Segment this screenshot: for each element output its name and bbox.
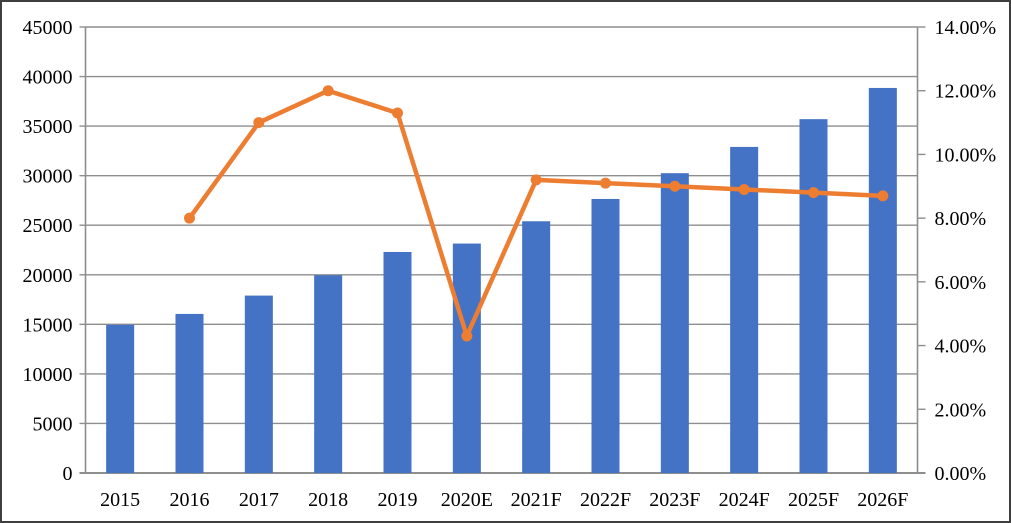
left-axis-labels: 0 5000 10000 15000 20000 25000 30000 35000 40000… xyxy=(23,17,73,485)
line-marker-2019 xyxy=(392,107,403,119)
gridlines xyxy=(85,26,918,425)
axes xyxy=(79,26,926,474)
x-axis-label-2022F: 2022F xyxy=(580,489,631,511)
bar-2021F xyxy=(522,221,551,473)
x-axis-label-2024F: 2024F xyxy=(719,489,770,511)
right-axis-tick-label: 0.00% xyxy=(935,463,987,485)
right-axis-tick-label: 6.00% xyxy=(935,272,987,294)
bar-2022F xyxy=(591,198,620,474)
bar-2018 xyxy=(314,275,343,473)
x-axis-label-2023F: 2023F xyxy=(649,489,700,511)
x-axis-labels: 2015 2016 2017 2018 2019 2020E 2021F 2022F 2023F… xyxy=(100,489,908,511)
right-axis-tick-label: 12.00% xyxy=(935,81,997,103)
left-axis-tick-label: 15000 xyxy=(23,314,73,336)
bar-2016 xyxy=(175,313,204,473)
line-marker-2016 xyxy=(184,212,195,224)
bar-2023F xyxy=(660,173,689,473)
bar-2015 xyxy=(106,324,135,473)
left-axis-tick-label: 25000 xyxy=(23,215,73,237)
line-series xyxy=(184,85,889,342)
left-axis-tick-label: 20000 xyxy=(23,265,73,287)
right-axis-tick-label: 14.00% xyxy=(935,17,997,39)
left-axis-tick-label: 45000 xyxy=(23,17,73,39)
left-axis-tick-label: 10000 xyxy=(23,364,73,386)
x-axis-label-2025F: 2025F xyxy=(788,489,839,511)
line-marker-2025F xyxy=(808,187,819,199)
left-axis-tick-label: 40000 xyxy=(23,67,73,89)
x-axis-label-2015: 2015 xyxy=(100,489,140,511)
x-axis-label-2019: 2019 xyxy=(378,489,418,511)
left-axis-tick-label: 5000 xyxy=(33,413,73,435)
x-axis-label-2018: 2018 xyxy=(308,489,348,511)
line-marker-2023F xyxy=(669,180,681,192)
right-axis-tick-label: 2.00% xyxy=(935,399,987,421)
right-axis-tick-label: 8.00% xyxy=(935,208,987,230)
bar-series xyxy=(106,87,897,474)
bar-2025F xyxy=(799,119,828,473)
bar-2026F xyxy=(868,87,897,473)
line-marker-2021F xyxy=(530,174,542,186)
line-marker-2020E xyxy=(461,330,473,342)
bar-2020E xyxy=(452,243,481,473)
right-axis-tick-label: 10.00% xyxy=(935,144,997,166)
x-axis-label-2026F: 2026F xyxy=(857,489,908,511)
line-marker-2022F xyxy=(600,177,611,189)
line-marker-2026F xyxy=(877,190,889,202)
bar-2024F xyxy=(730,146,759,473)
bar-2019 xyxy=(383,251,412,473)
right-axis-tick-label: 4.00% xyxy=(935,336,987,358)
x-axis-label-2021F: 2021F xyxy=(511,489,562,511)
left-axis-tick-label: 35000 xyxy=(23,116,73,138)
line-marker-2018 xyxy=(322,85,334,97)
x-axis-label-2017: 2017 xyxy=(239,489,279,511)
left-axis-tick-label: 0 xyxy=(63,463,73,485)
x-axis-label-2016: 2016 xyxy=(170,489,210,511)
right-axis-labels: 0.00% 2.00% 4.00% 6.00% 8.00% 10.00% 12.00% 14.… xyxy=(935,17,997,485)
line-marker-2024F xyxy=(738,183,750,195)
line-marker-2017 xyxy=(253,117,265,129)
left-axis-tick-label: 30000 xyxy=(23,166,73,188)
x-axis-label-2020E: 2020E xyxy=(441,489,493,511)
bar-2017 xyxy=(244,295,273,473)
